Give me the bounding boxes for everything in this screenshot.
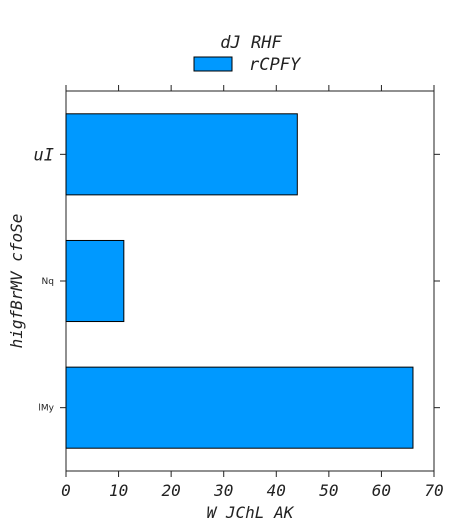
y-axis-label: higfBrMV cfoSe (7, 214, 26, 349)
x-tick-label: 10 (109, 481, 128, 500)
bar-lMy (65, 366, 414, 449)
y-tick-label: uI (34, 145, 54, 165)
x-tick-label: 20 (162, 481, 181, 500)
x-axis: 0 10 20 30 40 50 60 70 (61, 85, 444, 500)
x-tick-label: 0 (61, 481, 71, 500)
y-tick-label: lMy (38, 404, 54, 414)
x-tick-label: 30 (213, 481, 233, 500)
legend: rCPFY (193, 55, 302, 75)
x-tick-label: 50 (319, 481, 338, 500)
bars-group (65, 113, 414, 449)
legend-label: rCPFY (249, 55, 302, 75)
x-tick-label: 60 (372, 481, 391, 500)
legend-swatch (193, 56, 233, 72)
y-tick-label: Nq (42, 277, 54, 287)
bar-uI (65, 113, 298, 196)
x-axis-label: W JChL AK (207, 503, 295, 522)
bar-Nq (65, 239, 125, 323)
chart-title: dJ RHF (220, 33, 282, 53)
x-tick-label: 40 (267, 481, 286, 500)
x-tick-label: 70 (424, 481, 443, 500)
y-axis: uI Nq lMy (34, 145, 440, 414)
